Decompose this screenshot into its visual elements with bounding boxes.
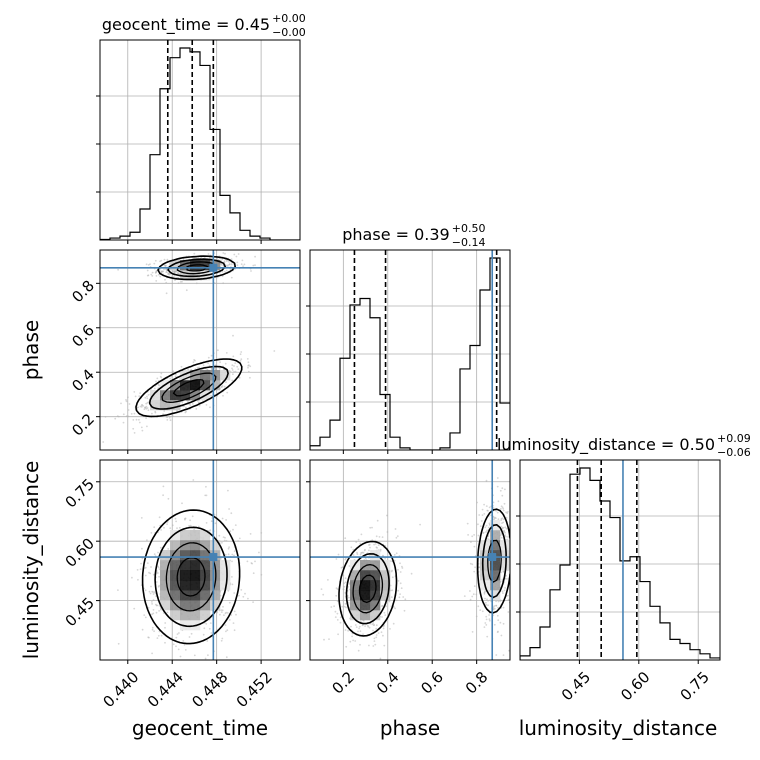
axes-frame xyxy=(99,249,301,451)
hist-title-err-plus: +0.50 xyxy=(452,222,486,235)
x-tick-label: 0.4 xyxy=(373,668,403,698)
contour-level-4 xyxy=(358,574,377,604)
x-tick-label: 0.60 xyxy=(617,668,653,704)
x-tick-label: 0.444 xyxy=(144,668,187,711)
axes-frame xyxy=(309,459,511,661)
contour-level-2 xyxy=(154,526,228,628)
hist-title-err-minus: −0.06 xyxy=(717,446,751,459)
x-tick-label: 0.8 xyxy=(462,668,492,698)
x-tick-label: 0.440 xyxy=(99,668,142,711)
x-tick-label: 0.45 xyxy=(558,668,594,704)
truth-marker xyxy=(488,553,497,562)
y-tick-label: 0.4 xyxy=(68,366,98,396)
hist-panel-phase: phase = 0.39 +0.50−0.14 xyxy=(306,222,511,454)
contour-level-4 xyxy=(172,264,209,397)
x-axis-label-geocent-time: geocent_time xyxy=(132,716,268,740)
contour-level-1 xyxy=(338,508,510,637)
contour-level-3 xyxy=(352,539,502,614)
hist-title-err-minus: −0.14 xyxy=(452,236,486,249)
histogram-geocent_time xyxy=(100,47,300,240)
y-axis-label-phase: phase xyxy=(19,320,43,380)
y-tick-label: 0.45 xyxy=(62,594,98,630)
y-tick-label: 0.60 xyxy=(62,534,98,570)
y-axis-label-luminosity-distance: luminosity_distance xyxy=(19,461,43,660)
hist-title-geocent_time: geocent_time = 0.45 xyxy=(102,15,270,35)
scatter-panel-phase-luminosity_distance: 0.2 0.4 0.6 0.8 xyxy=(306,459,511,698)
scatter-points xyxy=(102,252,276,443)
y-tick-label: 0.75 xyxy=(62,475,98,511)
hist-title-err-plus: +0.00 xyxy=(272,12,306,25)
x-tick-label: 0.6 xyxy=(417,668,447,698)
contour-level-2 xyxy=(345,524,507,625)
x-tick-label: 0.75 xyxy=(677,668,713,704)
x-axis-label-luminosity-distance: luminosity_distance xyxy=(519,716,718,740)
hist-title-err-plus: +0.09 xyxy=(717,432,751,445)
y-tick-label: 0.8 xyxy=(68,277,98,307)
histogram-luminosity_distance xyxy=(520,467,720,660)
axes-frame xyxy=(99,459,301,661)
axes-frame xyxy=(99,39,301,241)
x-axis-label-phase: phase xyxy=(380,716,440,740)
scatter-panel-geocent_time-phase: 0.2 0.4 0.6 0.8 xyxy=(68,249,301,454)
y-tick-label: 0.6 xyxy=(68,321,98,351)
y-tick-label: 0.2 xyxy=(68,410,98,440)
hist-panel-geocent_time: geocent_time = 0.45 +0.00−0.00 xyxy=(96,12,306,244)
axes-frame xyxy=(519,459,721,661)
axes-frame xyxy=(309,249,511,451)
hist-title-phase: phase = 0.39 xyxy=(342,225,449,244)
scatter-panel-geocent_time-luminosity_distance: 0.440 0.444 0.448 0.452 0.45 0.60 0.75 xyxy=(62,459,301,711)
contour-level-2 xyxy=(148,258,229,410)
contour-level-1 xyxy=(141,509,241,645)
density-contours xyxy=(338,508,510,637)
histogram-phase xyxy=(310,257,510,450)
truth-marker xyxy=(209,553,218,562)
x-tick-label: 0.452 xyxy=(233,668,276,711)
hist-title-err-minus: −0.00 xyxy=(272,26,306,39)
x-tick-label: 0.448 xyxy=(188,668,231,711)
x-tick-label: 0.2 xyxy=(328,668,358,698)
hist-title-luminosity_distance: luminosity_distance = 0.50 xyxy=(497,435,715,455)
truth-marker xyxy=(209,263,218,272)
contour-level-4 xyxy=(176,557,206,597)
hist-panel-luminosity_distance: 0.45 0.60 0.75 luminosity_distance = 0.50 +0… xyxy=(497,432,751,704)
contour-level-1 xyxy=(135,255,243,418)
